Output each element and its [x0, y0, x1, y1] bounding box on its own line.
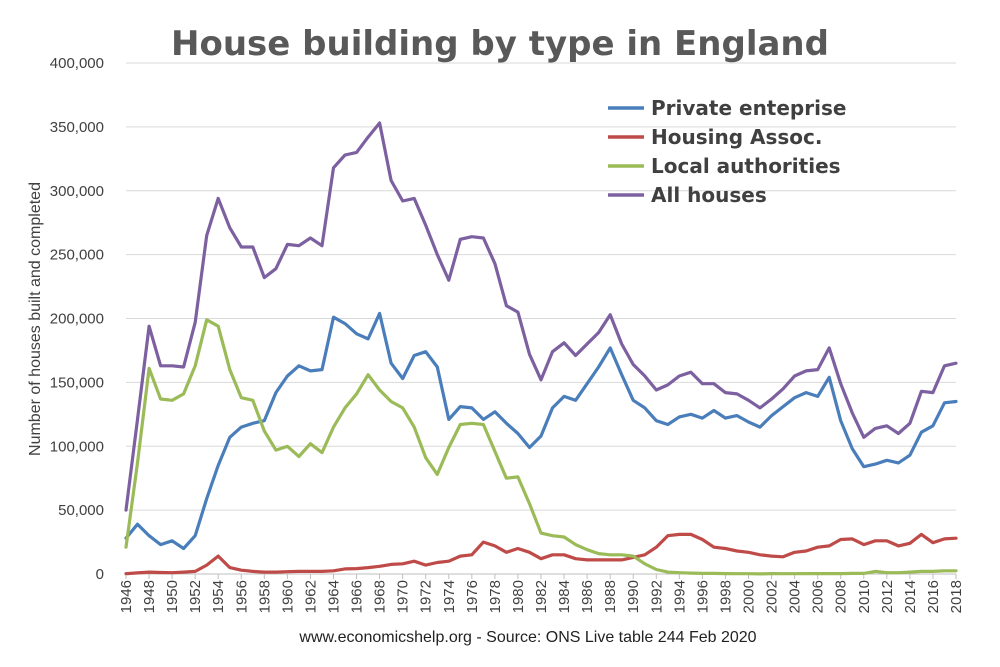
- x-tick-label: 1970: [395, 580, 412, 613]
- x-tick-label: 1958: [256, 580, 273, 613]
- x-tick-label: 1984: [556, 580, 573, 613]
- legend-label: Private enteprise: [651, 96, 846, 120]
- x-tick-label: 2008: [833, 580, 850, 613]
- legend-label: Housing Assoc.: [651, 125, 822, 149]
- x-tick-label: 1966: [349, 580, 366, 613]
- x-tick-label: 1974: [441, 580, 458, 613]
- source-note: www.economicshelp.org - Source: ONS Live…: [298, 629, 756, 646]
- x-tick-label: 1996: [694, 580, 711, 613]
- y-tick-label: 0: [96, 566, 104, 583]
- x-tick-label: 1954: [210, 580, 227, 613]
- series-line-all-houses: [124, 121, 958, 512]
- series-lines: [124, 121, 958, 576]
- y-tick-label: 150,000: [50, 374, 104, 391]
- y-tick-label: 100,000: [50, 438, 104, 455]
- series-line-housing-assoc: [124, 532, 958, 576]
- x-tick-label: 2000: [741, 580, 758, 613]
- chart-title: House building by type in England: [171, 24, 829, 64]
- x-tick-label: 1988: [602, 580, 619, 613]
- x-tick-label: 1992: [648, 580, 665, 613]
- x-tick-label: 1972: [418, 580, 435, 613]
- x-axis-ticks: 1946 1948 1950 1952 1954 1956 1958 1960 1962 1964…: [118, 574, 965, 613]
- y-tick-label: 350,000: [50, 119, 104, 136]
- x-tick-label: 1986: [579, 580, 596, 613]
- series-line-local-authorities: [124, 318, 958, 576]
- y-axis-label: Number of houses built and completed: [27, 182, 44, 456]
- x-tick-label: 1960: [279, 580, 296, 613]
- y-axis-ticks: 0 50,000 100,000 150,000 200,000 250,000 300,0…: [50, 55, 104, 583]
- x-tick-label: 1976: [464, 580, 481, 613]
- x-tick-label: 1998: [717, 580, 734, 613]
- x-tick-label: 1980: [510, 580, 527, 613]
- x-tick-label: 1946: [118, 580, 135, 613]
- y-tick-label: 200,000: [50, 311, 104, 328]
- x-tick-label: 1990: [625, 580, 642, 613]
- x-tick-label: 1994: [671, 580, 688, 613]
- x-tick-label: 2006: [810, 580, 827, 613]
- legend-label: Local authorities: [651, 154, 841, 178]
- x-tick-label: 2018: [948, 580, 965, 613]
- y-tick-label: 300,000: [50, 183, 104, 200]
- x-tick-label: 1962: [302, 580, 319, 613]
- x-tick-label: 2014: [902, 580, 919, 613]
- x-tick-label: 1964: [326, 580, 343, 613]
- y-tick-label: 50,000: [58, 502, 104, 519]
- x-tick-label: 1952: [187, 580, 204, 613]
- x-tick-label: 1950: [164, 580, 181, 613]
- x-tick-label: 1956: [233, 580, 250, 613]
- legend-label: All houses: [651, 183, 767, 207]
- y-tick-label: 400,000: [50, 55, 104, 72]
- x-tick-label: 2010: [856, 580, 873, 613]
- legend: Private enteprise Housing Assoc. Local aut…: [608, 96, 846, 207]
- x-tick-label: 2016: [925, 580, 942, 613]
- series-line-private-enteprise: [124, 311, 958, 551]
- x-tick-label: 2012: [879, 580, 896, 613]
- x-tick-label: 1948: [141, 580, 158, 613]
- x-tick-label: 1982: [533, 580, 550, 613]
- y-tick-label: 250,000: [50, 247, 104, 264]
- x-tick-label: 2002: [764, 580, 781, 613]
- x-tick-label: 1978: [487, 580, 504, 613]
- x-tick-label: 2004: [787, 580, 804, 613]
- x-tick-label: 1968: [372, 580, 389, 613]
